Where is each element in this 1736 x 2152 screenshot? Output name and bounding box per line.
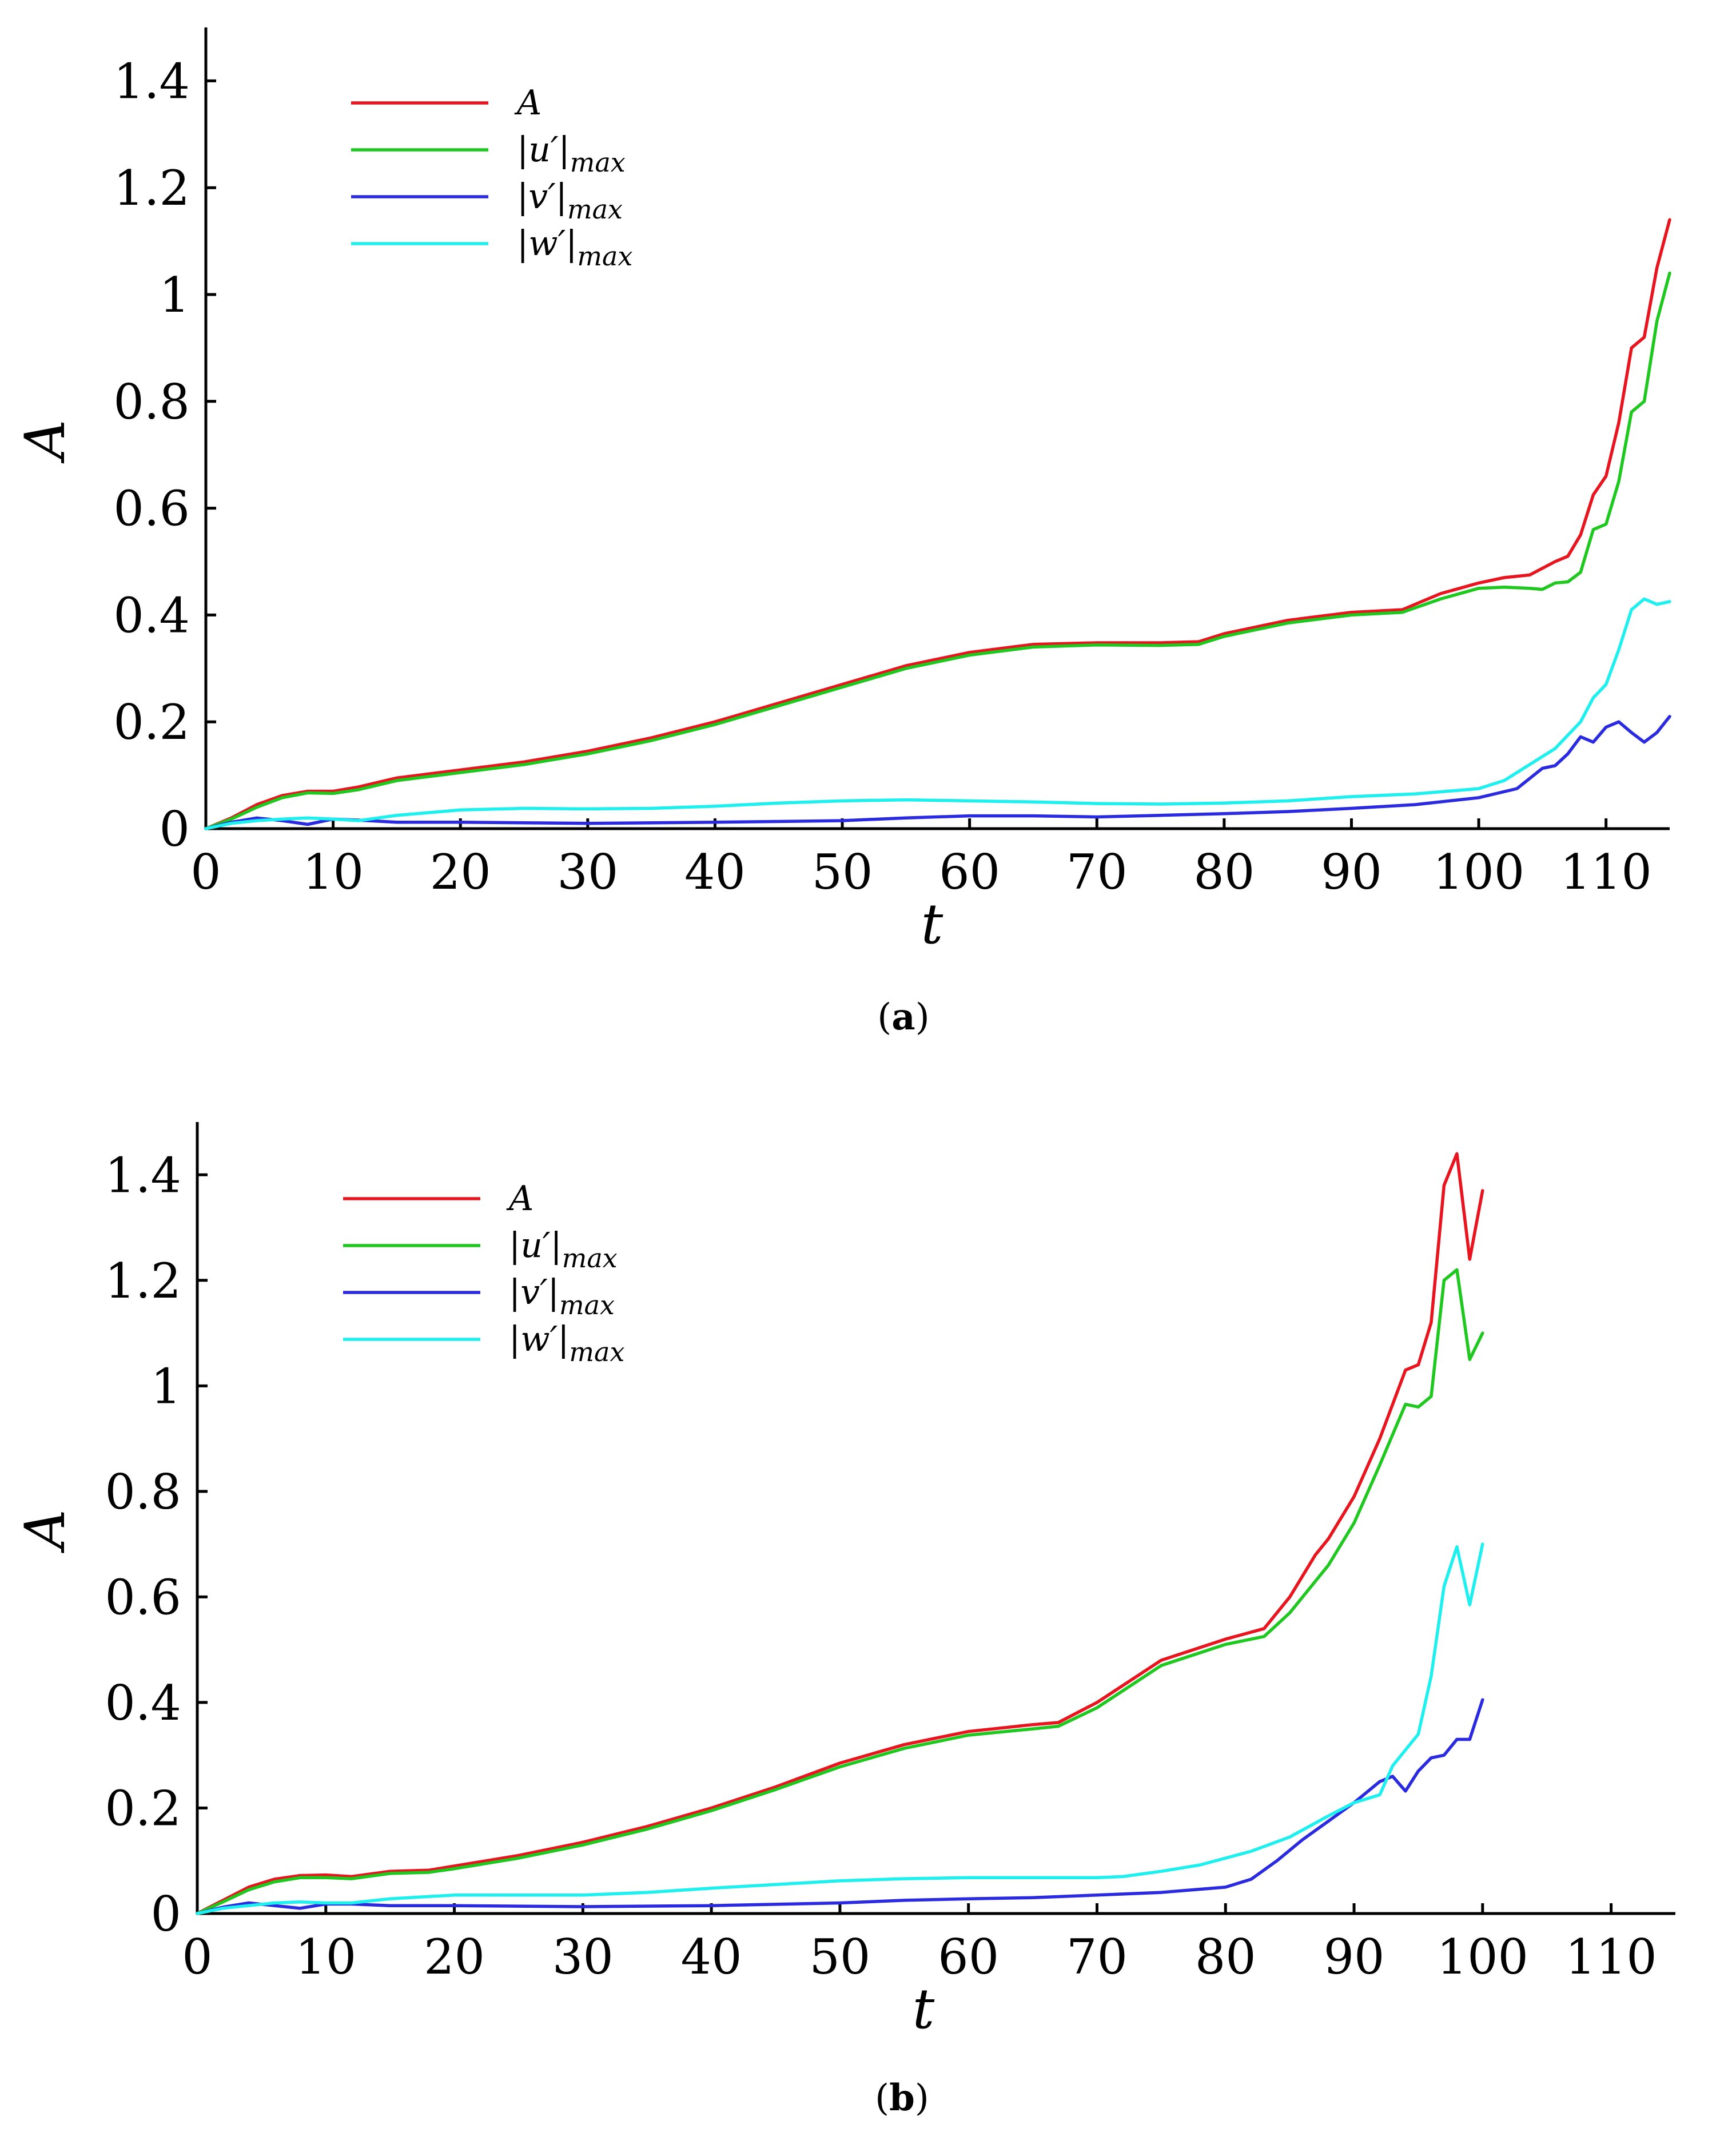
legend-label: |w′|max	[509, 1319, 624, 1367]
x-tick-label: 50	[809, 1929, 870, 1985]
y-tick-label: 0.6	[113, 481, 190, 537]
x-tick-label: 20	[424, 1929, 485, 1985]
x-tick-label: 40	[684, 844, 746, 900]
y-tick-label: 1.2	[105, 1253, 181, 1309]
x-tick-label: 70	[1066, 844, 1128, 900]
legend-label: A	[514, 83, 541, 123]
legend-label: A	[506, 1179, 533, 1219]
series-line-1	[196, 1152, 1484, 1915]
x-tick-label: 90	[1321, 844, 1382, 900]
series-line-4	[204, 597, 1671, 830]
x-tick-label: 50	[812, 844, 873, 900]
series-line-4	[196, 1542, 1484, 1915]
y-tick-label: 0.6	[105, 1569, 181, 1625]
y-tick-label: 0	[151, 1886, 181, 1942]
x-tick-label: 0	[190, 844, 221, 900]
x-tick-label: 100	[1437, 1929, 1528, 1985]
y-tick-label: 0	[160, 801, 190, 857]
x-tick-label: 100	[1433, 844, 1524, 900]
legend-label: |v′|max	[509, 1272, 615, 1320]
legend-label: |w′|max	[517, 224, 632, 272]
x-tick-label: 70	[1066, 1929, 1128, 1985]
x-tick-label: 0	[182, 1929, 212, 1985]
x-tick-label: 30	[557, 844, 618, 900]
y-tick-label: 1.4	[113, 53, 190, 109]
y-axis-label: A	[13, 420, 77, 464]
x-tick-label: 80	[1193, 844, 1255, 900]
x-tick-label: 110	[1565, 1929, 1657, 1985]
y-tick-label: 1.4	[105, 1147, 181, 1203]
x-tick-label: 20	[430, 844, 491, 900]
x-tick-label: 10	[302, 844, 364, 900]
legend-label: |u′|max	[509, 1226, 618, 1274]
series-line-2	[196, 1268, 1484, 1915]
x-axis-label: t	[913, 1977, 935, 2041]
legend: A |u′|max|v′|max|w′|max	[351, 83, 632, 272]
y-tick-label: 1.2	[113, 160, 190, 216]
x-tick-label: 60	[938, 1929, 999, 1985]
chart-panel-a: 0 0.2 0.4 0.6 0.8 1 1.2 1.4 0 10 20 30 40 50 60 70 80 90 1…	[13, 27, 1671, 1039]
y-tick-label: 0.8	[113, 374, 190, 430]
y-tick-label: 1	[160, 267, 190, 323]
y-tick-label: 0.4	[113, 587, 190, 643]
x-tick-label: 90	[1324, 1929, 1385, 1985]
y-tick-label: 0.8	[105, 1464, 181, 1520]
x-tick-label: 10	[295, 1929, 356, 1985]
x-tick-label: 80	[1195, 1929, 1256, 1985]
legend: A |u′|max|v′|max|w′|max	[343, 1179, 624, 1367]
x-tick-label: 60	[939, 844, 1000, 900]
x-tick-label: 40	[681, 1929, 742, 1985]
panel-caption: (a)	[877, 996, 929, 1039]
x-axis-label: t	[921, 892, 943, 956]
y-tick-label: 1	[151, 1358, 181, 1414]
x-tick-label: 30	[552, 1929, 614, 1985]
y-axis-label: A	[13, 1509, 77, 1553]
legend-label: |v′|max	[517, 177, 623, 225]
y-tick-label: 0.4	[105, 1675, 181, 1731]
legend-label: |u′|max	[517, 130, 626, 178]
y-tick-label: 0.2	[105, 1780, 181, 1836]
chart-panel-b: 0 0.2 0.4 0.6 0.8 1 1.2 1.4 0 10 20 30 40 50 60 70 80 90 1…	[13, 1122, 1675, 2119]
series-line-1	[204, 218, 1671, 830]
series-line-2	[204, 271, 1671, 830]
panel-caption: (b)	[875, 2077, 929, 2119]
x-tick-label: 110	[1560, 844, 1652, 900]
y-tick-label: 0.2	[113, 694, 190, 750]
